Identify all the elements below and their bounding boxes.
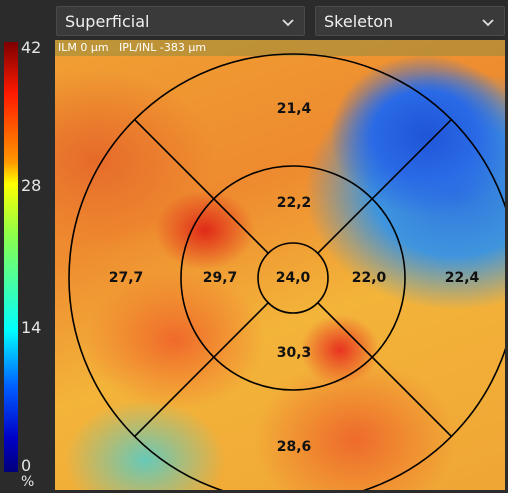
colorbar-tick-max: 42 <box>21 38 42 57</box>
color-scale-bar <box>4 42 18 472</box>
sector-inner-temporal-value: 29,7 <box>202 270 238 286</box>
colorbar-tick-low: 14 <box>21 318 42 337</box>
sector-outer-inferior-value: 28,6 <box>276 439 312 455</box>
layer-info: ILM 0 µm IPL/INL -383 µm <box>58 41 207 54</box>
view-select[interactable]: Skeleton <box>315 6 505 36</box>
sector-inner-inferior-value: 30,3 <box>276 345 312 361</box>
layer-select[interactable]: Superficial <box>56 6 305 36</box>
view-select-value: Skeleton <box>324 11 394 31</box>
sector-outer-nasal-value: 22,4 <box>444 270 480 286</box>
sector-inner-nasal-value: 22,0 <box>351 270 387 286</box>
colorbar-unit: % <box>21 474 35 490</box>
layer-select-value: Superficial <box>65 11 150 31</box>
sector-center-value: 24,0 <box>275 270 311 286</box>
sector-outer-temporal-value: 27,7 <box>108 270 144 286</box>
colorbar-tick-high: 28 <box>21 176 42 195</box>
chevron-down-icon <box>282 19 294 27</box>
layer-info-band <box>55 40 505 56</box>
colorbar-tick-min: 0 <box>21 456 32 475</box>
sector-inner-superior-value: 22,2 <box>276 195 312 211</box>
chevron-down-icon <box>482 19 494 27</box>
sector-outer-superior-value: 21,4 <box>276 101 312 117</box>
etdrs-grid <box>68 53 505 490</box>
